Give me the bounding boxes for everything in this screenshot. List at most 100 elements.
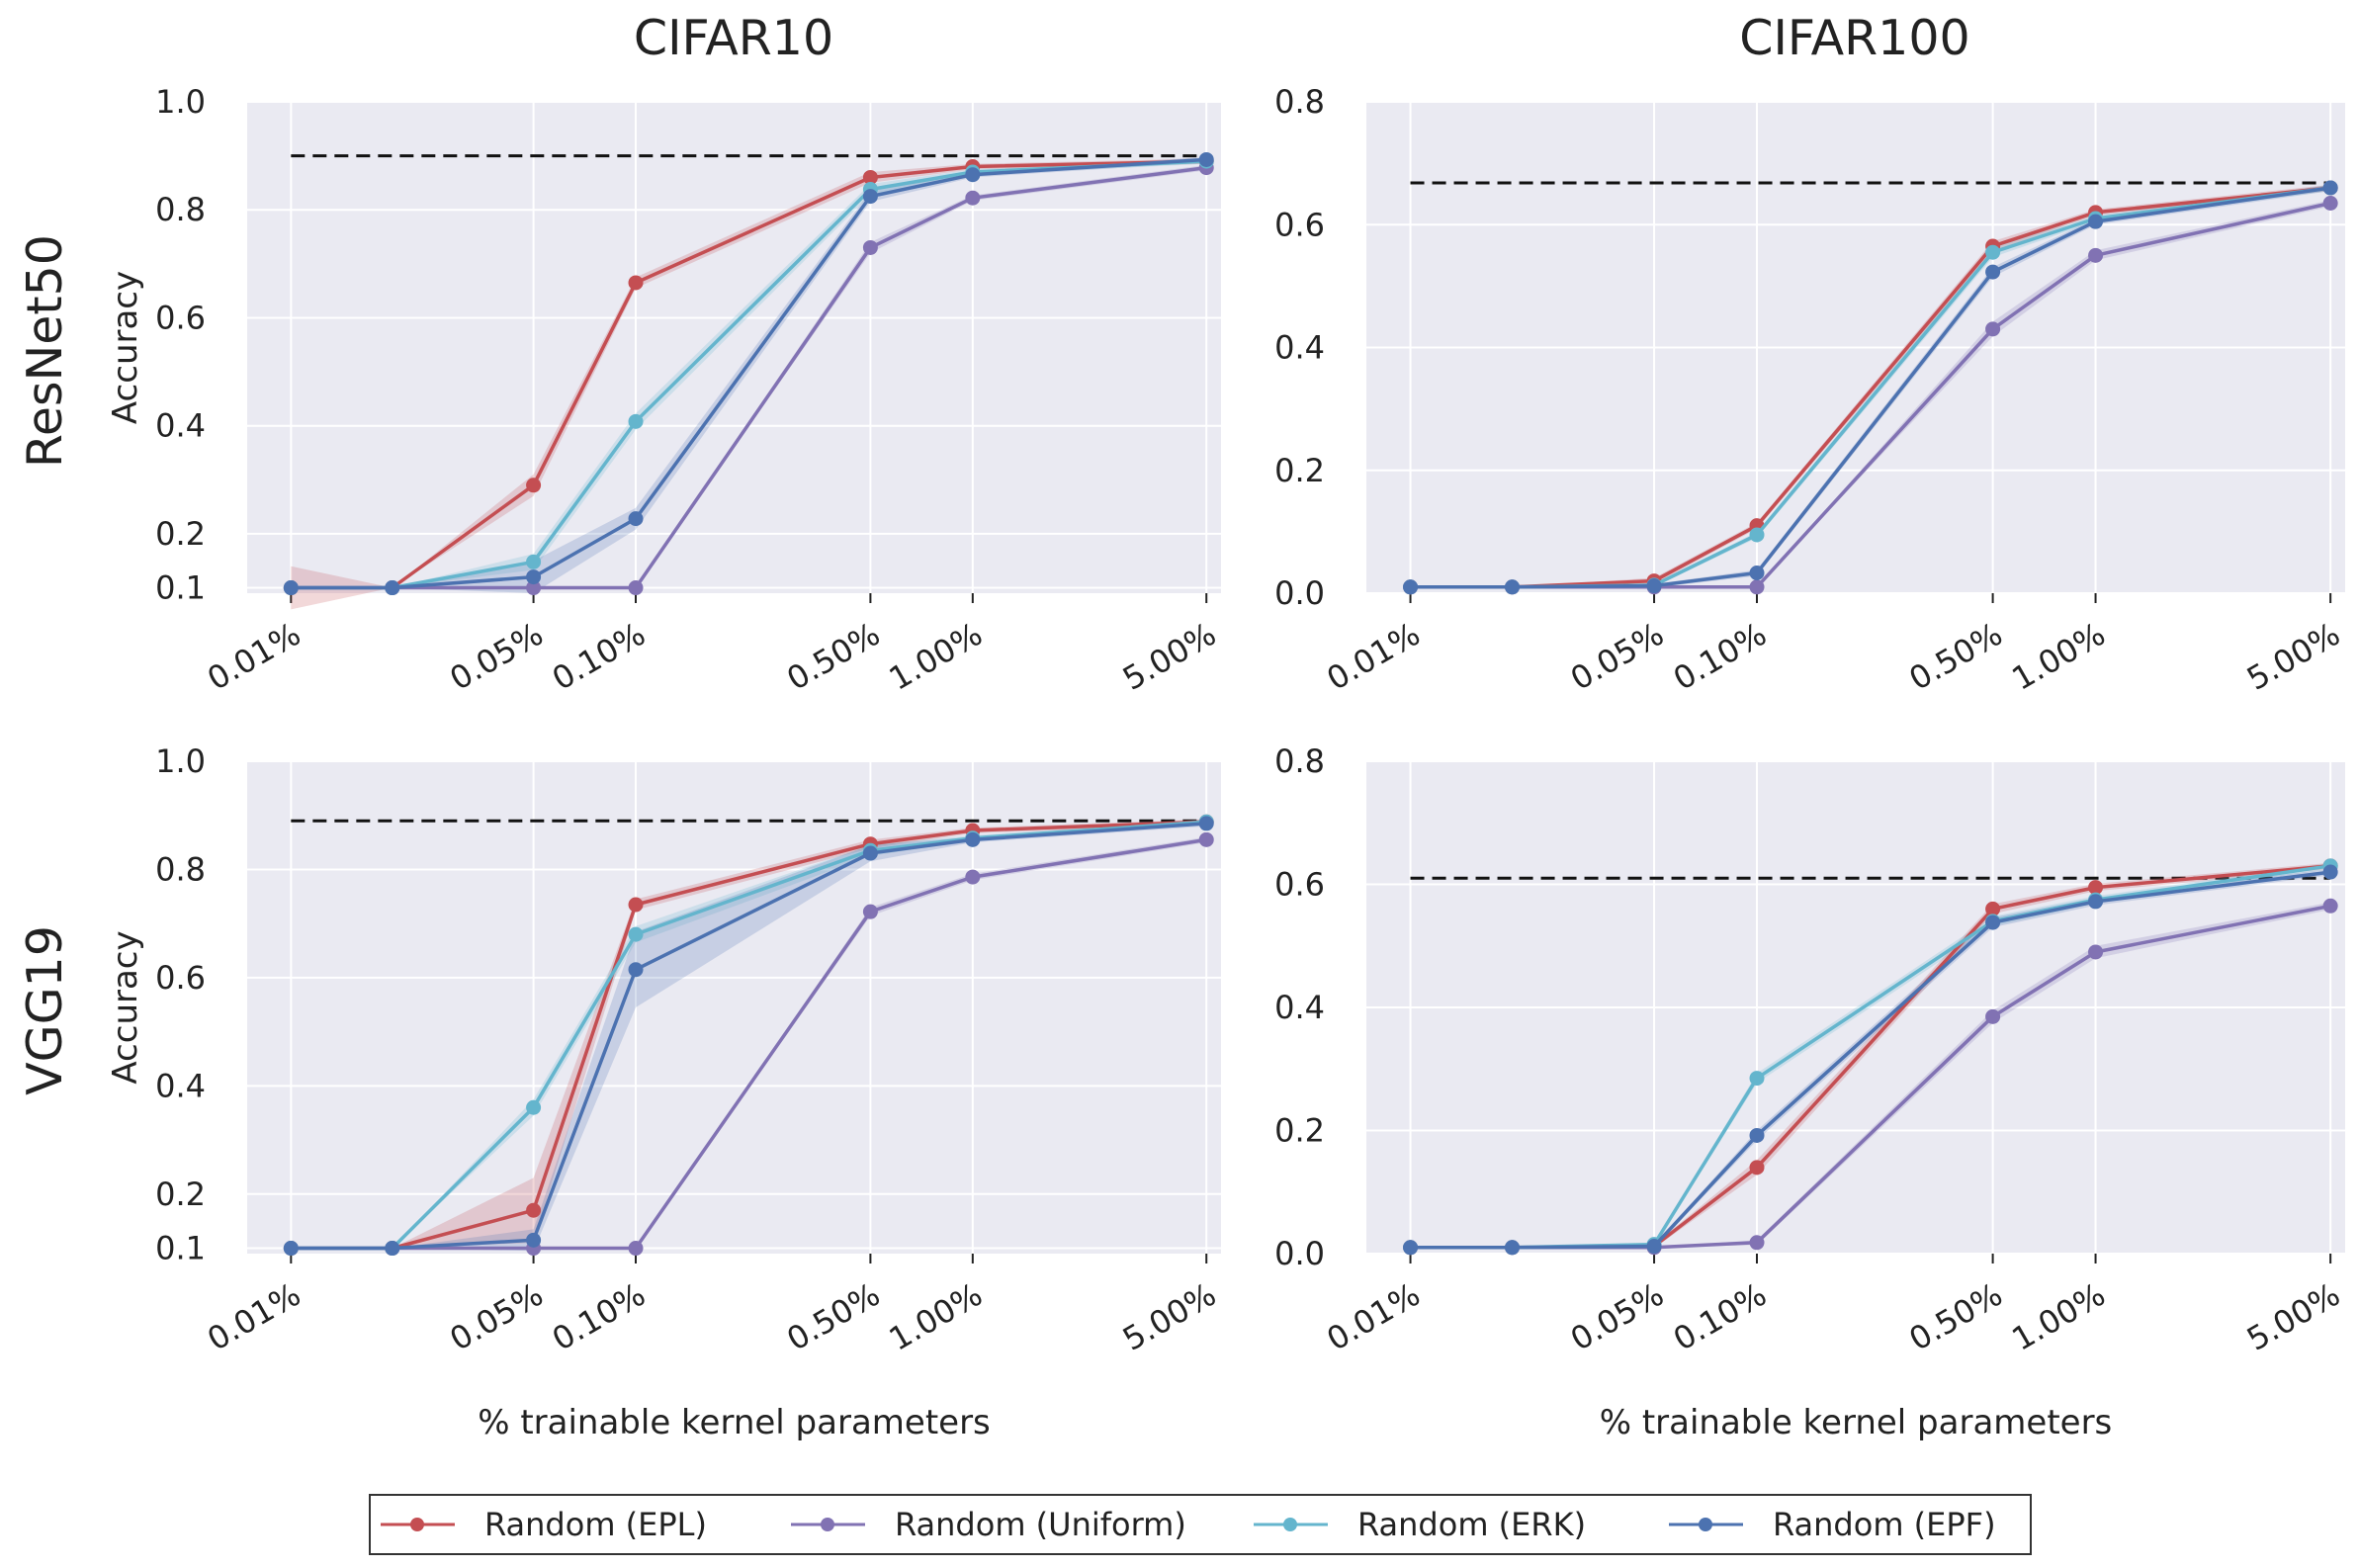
y-tick-label: 0.8 [155, 191, 206, 228]
point-random-erk [526, 1099, 542, 1115]
point-random-uniform [965, 190, 981, 206]
point-random-uniform [2088, 247, 2104, 263]
point-random-epf [1985, 264, 2001, 280]
point-random-epf [2088, 894, 2104, 910]
point-random-uniform [526, 580, 542, 596]
point-random-epf [526, 569, 542, 585]
point-random-epf [2322, 180, 2338, 196]
point-random-epl [526, 1202, 542, 1218]
y-tick-label: 0.8 [155, 850, 206, 888]
point-random-epf [965, 831, 981, 847]
point-random-epf [628, 511, 644, 527]
y-tick-label: 0.8 [1274, 742, 1325, 780]
point-random-epf [1646, 578, 1662, 594]
point-random-uniform [1749, 579, 1765, 595]
y-tick-label: 0.4 [155, 1067, 206, 1104]
x-tick-label: 1.00% [2006, 1275, 2112, 1358]
point-random-erk [526, 554, 542, 569]
y-tick-label: 0.1 [155, 569, 206, 607]
panel-cifar100-resnet50: 0.0 0.2 0.4 0.6 0.8 0.01% 0.05%0.10% 0.50%1.00%… [1274, 83, 2346, 698]
point-random-epf [1403, 579, 1419, 595]
x-tick-label: 5.00% [2240, 615, 2346, 698]
point-random-epf [1505, 579, 1521, 595]
legend-entry-epl: Random (EPL) [381, 1506, 707, 1543]
legend-marker-epl [410, 1518, 424, 1531]
legend-label-epf: Random (EPF) [1773, 1506, 1996, 1543]
x-tick-label: 0.01% [201, 615, 306, 698]
legend-marker-epf [1699, 1518, 1712, 1531]
point-random-uniform [1985, 321, 2001, 337]
y-tick-label: 0.6 [1274, 206, 1325, 243]
point-random-epl [1985, 901, 2001, 916]
x-tick-label: 0.10% [546, 1275, 652, 1358]
point-random-epf [1646, 1239, 1662, 1255]
x-tick-label: 0.50% [780, 615, 886, 698]
point-random-uniform [1749, 1235, 1765, 1251]
panel-cifar100-vgg19: 0.0 0.2 0.4 0.6 0.8 0.01% 0.05%0.10% 0.50%1.00%… [1274, 742, 2346, 1442]
x-tick-label: 5.00% [1116, 615, 1222, 698]
y-tick-label: 0.2 [1274, 1112, 1325, 1150]
x-tick-label: 0.05% [1564, 1275, 1670, 1358]
point-random-epf [385, 1241, 400, 1257]
point-random-epf [1749, 1127, 1765, 1143]
legend-marker-erk [1283, 1518, 1297, 1531]
y-tick-label: 0.6 [155, 959, 206, 997]
x-axis-label: % trainable kernel parameters [478, 1403, 991, 1442]
y-tick-label: 0.4 [1274, 989, 1325, 1026]
legend-label-erk: Random (ERK) [1357, 1506, 1586, 1543]
point-random-epf [385, 580, 400, 596]
point-random-epf [628, 962, 644, 978]
point-random-epl [628, 897, 644, 913]
x-tick-label: 0.05% [444, 615, 550, 698]
x-tick-label: 0.01% [1321, 615, 1427, 698]
x-axis-label: % trainable kernel parameters [1600, 1403, 2113, 1442]
point-random-erk [1985, 244, 2001, 260]
y-tick-label: 0.0 [1274, 574, 1325, 612]
y-tick-label: 0.2 [155, 1176, 206, 1213]
legend-entry-uniform: Random (Uniform) [791, 1506, 1186, 1543]
y-tick-label: 0.4 [1274, 329, 1325, 367]
point-random-erk [1749, 1071, 1765, 1087]
point-random-epf [1198, 151, 1214, 167]
point-random-uniform [965, 869, 981, 885]
plot-area [247, 102, 1221, 593]
x-tick-label: 0.05% [1564, 615, 1670, 698]
y-tick-label: 1.0 [155, 83, 206, 121]
x-tick-label: 1.00% [883, 1275, 989, 1358]
point-random-uniform [862, 239, 878, 255]
plot-area [247, 761, 1221, 1254]
x-tick-label: 0.10% [1667, 1275, 1773, 1358]
y-tick-label: 1.0 [155, 742, 206, 780]
x-tick-label: 0.10% [546, 615, 652, 698]
y-tick-label: 0.2 [1274, 452, 1325, 489]
legend: Random (EPL) Random (Uniform) Random (ER… [369, 1494, 2032, 1555]
point-random-uniform [1198, 831, 1214, 847]
point-random-uniform [628, 580, 644, 596]
y-tick-label: 0.2 [155, 515, 206, 553]
panel-cifar10-vgg19: 0.1 0.2 0.4 0.6 0.8 1.0 0.01% 0.05%0.10% 0.50%1.… [106, 742, 1222, 1442]
point-random-erk [628, 926, 644, 942]
legend-label-uniform: Random (Uniform) [895, 1506, 1186, 1543]
point-random-epl [862, 169, 878, 185]
legend-entry-epf: Random (EPF) [1669, 1506, 1996, 1543]
x-tick-label: 1.00% [2006, 615, 2112, 698]
x-tick-label: 5.00% [1116, 1275, 1222, 1358]
point-random-epf [965, 167, 981, 183]
x-tick-label: 0.01% [1321, 1275, 1427, 1358]
y-tick-label: 0.6 [1274, 866, 1325, 904]
point-random-epl [1749, 1160, 1765, 1176]
legend-frame [369, 1494, 2032, 1555]
point-random-epf [862, 189, 878, 205]
point-random-uniform [628, 1241, 644, 1257]
panel-cifar10-resnet50: 0.1 0.2 0.4 0.6 0.8 1.0 0.01% 0.05%0.10% 0.50%1.… [106, 83, 1222, 698]
band-random-epf [291, 821, 1207, 1252]
y-axis-label: Accuracy [106, 271, 145, 424]
point-random-epf [2322, 864, 2338, 880]
point-random-epf [862, 845, 878, 861]
point-random-erk [628, 413, 644, 429]
x-tick-label: 0.10% [1667, 615, 1773, 698]
point-random-epf [283, 1241, 299, 1257]
y-tick-label: 0.4 [155, 407, 206, 445]
legend-entry-erk: Random (ERK) [1254, 1506, 1586, 1543]
